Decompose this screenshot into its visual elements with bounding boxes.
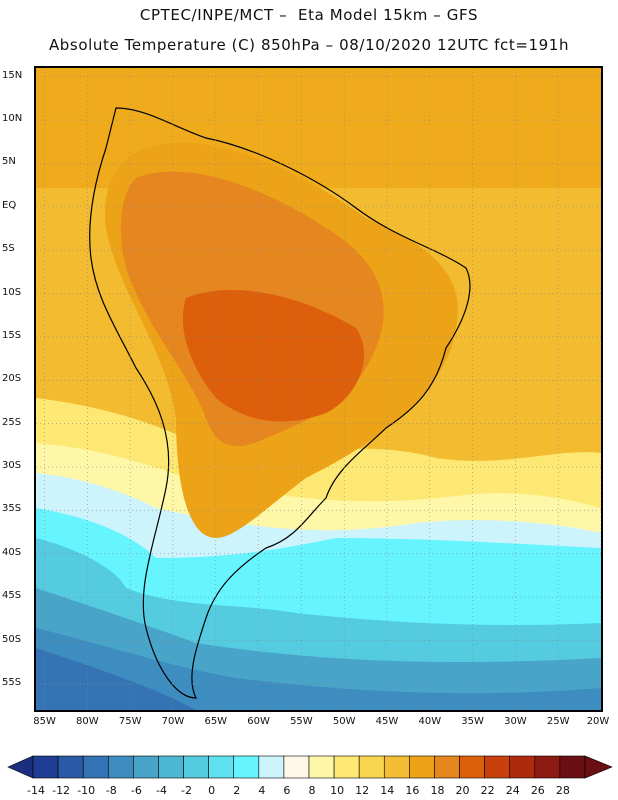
lat-label: 45S (2, 590, 22, 602)
lon-label: 35W (461, 716, 484, 727)
map-canvas (36, 68, 601, 710)
colorbar-label: 14 (380, 784, 395, 797)
colorbar-label: 28 (555, 784, 570, 797)
lon-label: 55W (290, 716, 313, 727)
lon-label: 60W (247, 716, 270, 727)
colorbar-label: 10 (330, 784, 345, 797)
lon-label: 40W (418, 716, 442, 727)
colorbar-label: 4 (258, 784, 266, 797)
lon-label: 20W (586, 716, 610, 727)
lat-label: 50S (2, 633, 22, 645)
lat-label: 15S (2, 329, 22, 341)
continent-outline (89, 107, 471, 699)
colorbar-cell (283, 755, 310, 779)
colorbar (7, 755, 613, 779)
colorbar-label: -6 (130, 784, 142, 797)
lat-label: 5S (2, 243, 15, 255)
lat-label: 20S (2, 373, 22, 385)
colorbar-label: 18 (430, 784, 445, 797)
colorbar-label: 0 (208, 784, 216, 797)
colorbar-cell (107, 755, 134, 779)
colorbar-cell (559, 755, 586, 779)
lon-label: 80W (76, 716, 99, 727)
lat-label: 35S (2, 503, 22, 515)
colorbar-label: 6 (283, 784, 291, 797)
colorbar-cell (434, 755, 460, 779)
colorbar-label: 20 (455, 784, 470, 797)
colorbar-label: 2 (233, 784, 241, 797)
colorbar-cell (358, 755, 385, 779)
lon-label: 85W (33, 716, 56, 727)
colorbar-cell (82, 755, 109, 779)
colorbar-label: 22 (480, 784, 495, 797)
lat-label: 30S (2, 460, 22, 472)
colorbar-cell (459, 755, 485, 779)
lon-label: 25W (546, 716, 570, 727)
colorbar-cell (158, 755, 184, 779)
colorbar-label: -14 (27, 784, 45, 797)
colorbar-right-arrow (584, 755, 613, 779)
colorbar-cell (32, 755, 59, 779)
lat-label: 10N (2, 113, 23, 125)
colorbar-label: 12 (355, 784, 370, 797)
lat-label: 10S (2, 286, 22, 298)
colorbar-cell (133, 755, 159, 779)
lat-label: EQ (2, 199, 17, 211)
colorbar-cell (409, 755, 435, 779)
colorbar-cell (233, 755, 260, 779)
colorbar-cell (208, 755, 235, 779)
temperature-map (34, 66, 603, 712)
lon-label: 30W (504, 716, 527, 727)
colorbar-label: -10 (77, 784, 96, 797)
colorbar-label: 8 (308, 784, 316, 797)
lat-label: 15N (2, 69, 23, 81)
colorbar-cell (333, 755, 360, 779)
map-title: CPTEC/INPE/MCT – Eta Model 15km – GFS (139, 6, 479, 24)
colorbar-cell (258, 755, 285, 779)
map-subtitle: Absolute Temperature (C) 850hPa – 08/10/… (48, 36, 570, 54)
lat-label: 25S (2, 416, 22, 428)
lat-label: 40S (2, 546, 22, 558)
colorbar-label: -12 (52, 784, 71, 797)
lon-label: 50W (332, 716, 356, 727)
colorbar-cell (383, 755, 410, 779)
colorbar-label: -2 (181, 784, 193, 797)
colorbar-cell (308, 755, 335, 779)
field-band-minus6 (36, 648, 196, 710)
colorbar-left-arrow (7, 755, 34, 779)
lat-label: 55S (2, 676, 22, 688)
colorbar-label: 24 (505, 784, 520, 797)
colorbar-cell (534, 755, 561, 779)
colorbar-cell (57, 755, 84, 779)
colorbar-label: -8 (105, 784, 117, 797)
colorbar-cell (484, 755, 511, 779)
colorbar-label: -4 (155, 784, 167, 797)
lon-label: 70W (161, 716, 185, 727)
lon-label: 45W (375, 716, 399, 727)
colorbar-label: 16 (405, 784, 420, 797)
lat-label: 5N (2, 156, 16, 168)
field-band-20-land (182, 289, 365, 422)
lon-label: 65W (204, 716, 228, 727)
lon-label: 75W (118, 716, 142, 727)
colorbar-label: 26 (530, 784, 545, 797)
colorbar-cell (509, 755, 536, 779)
colorbar-cell (183, 755, 209, 779)
